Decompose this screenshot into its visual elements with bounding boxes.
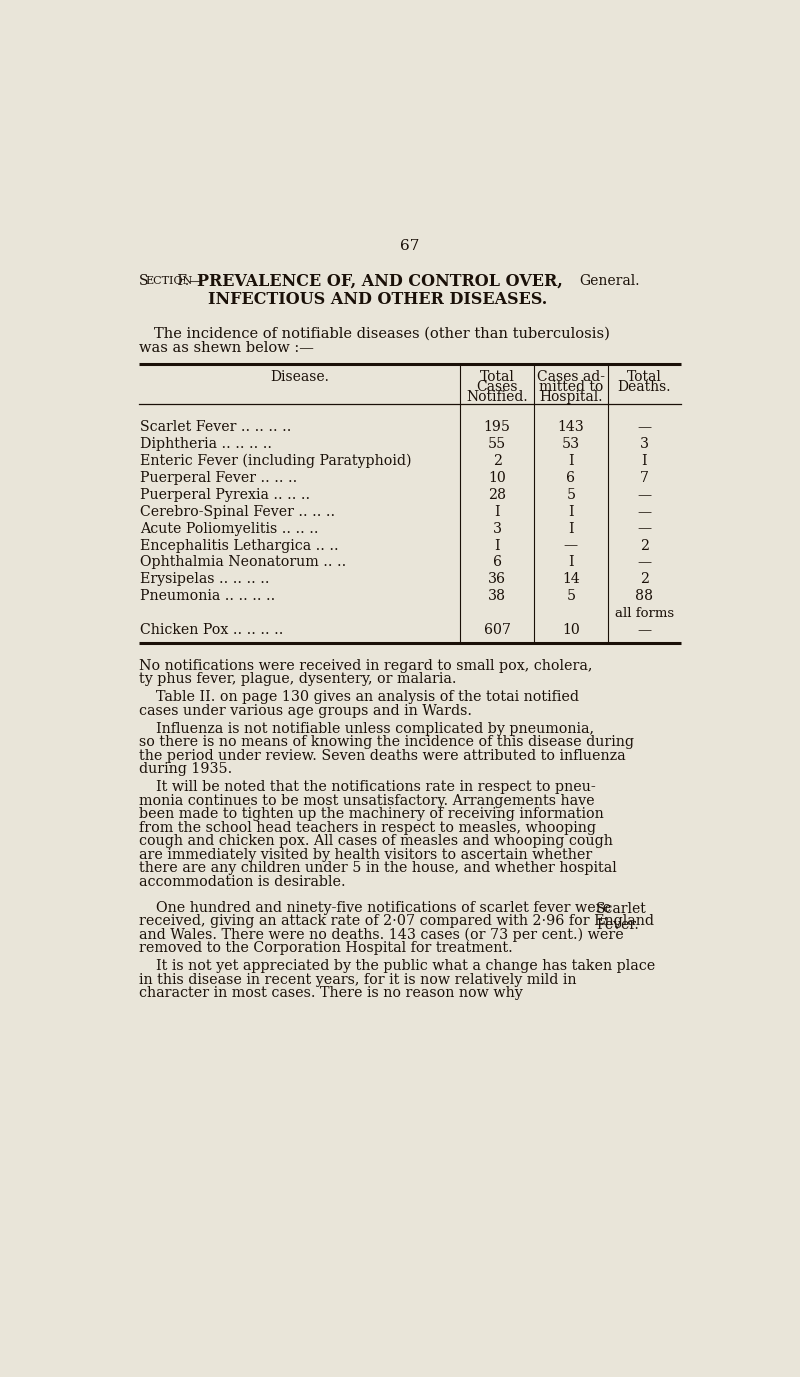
Text: and Wales. There were no deaths. 143 cases (or 73 per cent.) were: and Wales. There were no deaths. 143 cas…	[138, 928, 623, 942]
Text: 10: 10	[488, 471, 506, 485]
Text: —: —	[638, 522, 651, 536]
Text: I: I	[568, 454, 574, 468]
Text: accommodation is desirable.: accommodation is desirable.	[138, 874, 346, 888]
Text: from the school head teachers in respect to measles, whooping: from the school head teachers in respect…	[138, 821, 596, 834]
Text: 53: 53	[562, 437, 580, 450]
Text: 2: 2	[640, 538, 649, 552]
Text: during 1935.: during 1935.	[138, 763, 232, 777]
Text: 5: 5	[566, 487, 575, 501]
Text: It will be noted that the notifications rate in respect to pneu-: It will be noted that the notifications …	[156, 781, 595, 795]
Text: 195: 195	[484, 420, 510, 434]
Text: 6: 6	[566, 471, 575, 485]
Text: 143: 143	[558, 420, 584, 434]
Text: 10: 10	[562, 624, 580, 638]
Text: Ophthalmia Neonatorum .. ..: Ophthalmia Neonatorum .. ..	[140, 555, 346, 570]
Text: 55: 55	[488, 437, 506, 450]
Text: Erysipelas .. .. .. ..: Erysipelas .. .. .. ..	[140, 573, 270, 587]
Text: 607: 607	[484, 624, 510, 638]
Text: INFECTIOUS AND OTHER DISEASES.: INFECTIOUS AND OTHER DISEASES.	[209, 292, 548, 308]
Text: 3: 3	[640, 437, 649, 450]
Text: 88: 88	[635, 589, 654, 603]
Text: are immediately visited by health visitors to ascertain whether: are immediately visited by health visito…	[138, 848, 592, 862]
Text: Deaths.: Deaths.	[618, 380, 671, 394]
Text: been made to tighten up the machinery of receiving information: been made to tighten up the machinery of…	[138, 807, 603, 822]
Text: removed to the Corporation Hospital for treatment.: removed to the Corporation Hospital for …	[138, 940, 513, 956]
Text: character in most cases. There is no reason now why: character in most cases. There is no rea…	[138, 986, 522, 1000]
Text: Hospital.: Hospital.	[539, 390, 602, 403]
Text: 14: 14	[562, 573, 580, 587]
Text: Pneumonia .. .. .. ..: Pneumonia .. .. .. ..	[140, 589, 275, 603]
Text: monia continues to be most unsatisfactory. Arrangements have: monia continues to be most unsatisfactor…	[138, 795, 594, 808]
Text: Puerperal Fever .. .. ..: Puerperal Fever .. .. ..	[140, 471, 298, 485]
Text: —: —	[638, 487, 651, 501]
Text: Disease.: Disease.	[270, 370, 329, 384]
Text: It is not yet appreciated by the public what a change has taken place: It is not yet appreciated by the public …	[156, 960, 655, 974]
Text: I: I	[568, 555, 574, 570]
Text: —: —	[638, 624, 651, 638]
Text: Cases ad-: Cases ad-	[537, 370, 605, 384]
Text: cough and chicken pox. All cases of measles and whooping cough: cough and chicken pox. All cases of meas…	[138, 834, 613, 848]
Text: I: I	[494, 538, 500, 552]
Text: The incidence of notifiable diseases (other than tuberculosis): The incidence of notifiable diseases (ot…	[154, 326, 610, 341]
Text: 28: 28	[488, 487, 506, 501]
Text: there are any children under 5 in the house, and whether hospital: there are any children under 5 in the ho…	[138, 862, 617, 876]
Text: Influenza is not notifiable unless complicated by pneumonia,: Influenza is not notifiable unless compl…	[156, 722, 594, 735]
Text: was as shewn below :—: was as shewn below :—	[138, 340, 314, 355]
Text: in this disease in recent years, for it is now relatively mild in: in this disease in recent years, for it …	[138, 972, 576, 986]
Text: ty phus fever, plague, dysentery, or malaria.: ty phus fever, plague, dysentery, or mal…	[138, 672, 456, 686]
Text: cases under various age groups and in Wards.: cases under various age groups and in Wa…	[138, 704, 472, 717]
Text: —: —	[638, 504, 651, 519]
Text: Cerebro-Spinal Fever .. .. ..: Cerebro-Spinal Fever .. .. ..	[140, 504, 335, 519]
Text: S: S	[138, 274, 148, 288]
Text: 2: 2	[493, 454, 502, 468]
Text: 36: 36	[488, 573, 506, 587]
Text: Puerperal Pyrexia .. .. ..: Puerperal Pyrexia .. .. ..	[140, 487, 310, 501]
Text: I: I	[494, 504, 500, 519]
Text: Notified.: Notified.	[466, 390, 528, 403]
Text: 38: 38	[488, 589, 506, 603]
Text: Chicken Pox .. .. .. ..: Chicken Pox .. .. .. ..	[140, 624, 284, 638]
Text: 3: 3	[493, 522, 502, 536]
Text: I: I	[568, 522, 574, 536]
Text: PREVALENCE OF, AND CONTROL OVER,: PREVALENCE OF, AND CONTROL OVER,	[197, 273, 562, 289]
Text: Acute Poliomyelitis .. .. ..: Acute Poliomyelitis .. .. ..	[140, 522, 318, 536]
Text: 6: 6	[493, 555, 502, 570]
Text: One hundred and ninety-five notifications of scarlet fever were: One hundred and ninety-five notification…	[156, 901, 611, 914]
Text: 2: 2	[640, 573, 649, 587]
Text: F.—: F.—	[173, 274, 203, 288]
Text: —: —	[564, 538, 578, 552]
Text: 5: 5	[566, 589, 575, 603]
Text: received, giving an attack rate of 2·07 compared with 2·96 for England: received, giving an attack rate of 2·07 …	[138, 914, 654, 928]
Text: Encephalitis Lethargica .. ..: Encephalitis Lethargica .. ..	[140, 538, 339, 552]
Text: I: I	[642, 454, 647, 468]
Text: 67: 67	[400, 240, 420, 253]
Text: Diphtheria .. .. .. ..: Diphtheria .. .. .. ..	[140, 437, 272, 450]
Text: Cases: Cases	[477, 380, 518, 394]
Text: Enteric Fever (including Paratyphoid): Enteric Fever (including Paratyphoid)	[140, 453, 412, 468]
Text: so there is no means of knowing the incidence of this disease during: so there is no means of knowing the inci…	[138, 735, 634, 749]
Text: Scarlet
Fever.: Scarlet Fever.	[596, 902, 646, 932]
Text: Table II. on page 130 gives an analysis of the totai notified: Table II. on page 130 gives an analysis …	[156, 690, 578, 705]
Text: Total: Total	[480, 370, 514, 384]
Text: all forms: all forms	[615, 607, 674, 620]
Text: 7: 7	[640, 471, 649, 485]
Text: —: —	[638, 555, 651, 570]
Text: Total: Total	[627, 370, 662, 384]
Text: No notifications were received in regard to small pox, cholera,: No notifications were received in regard…	[138, 658, 592, 673]
Text: I: I	[568, 504, 574, 519]
Text: General.: General.	[579, 274, 639, 288]
Text: mitted to: mitted to	[538, 380, 603, 394]
Text: the period under review. Seven deaths were attributed to influenza: the period under review. Seven deaths we…	[138, 749, 626, 763]
Text: Scarlet Fever .. .. .. ..: Scarlet Fever .. .. .. ..	[140, 420, 292, 434]
Text: —: —	[638, 420, 651, 434]
Text: ECTION: ECTION	[145, 275, 192, 286]
